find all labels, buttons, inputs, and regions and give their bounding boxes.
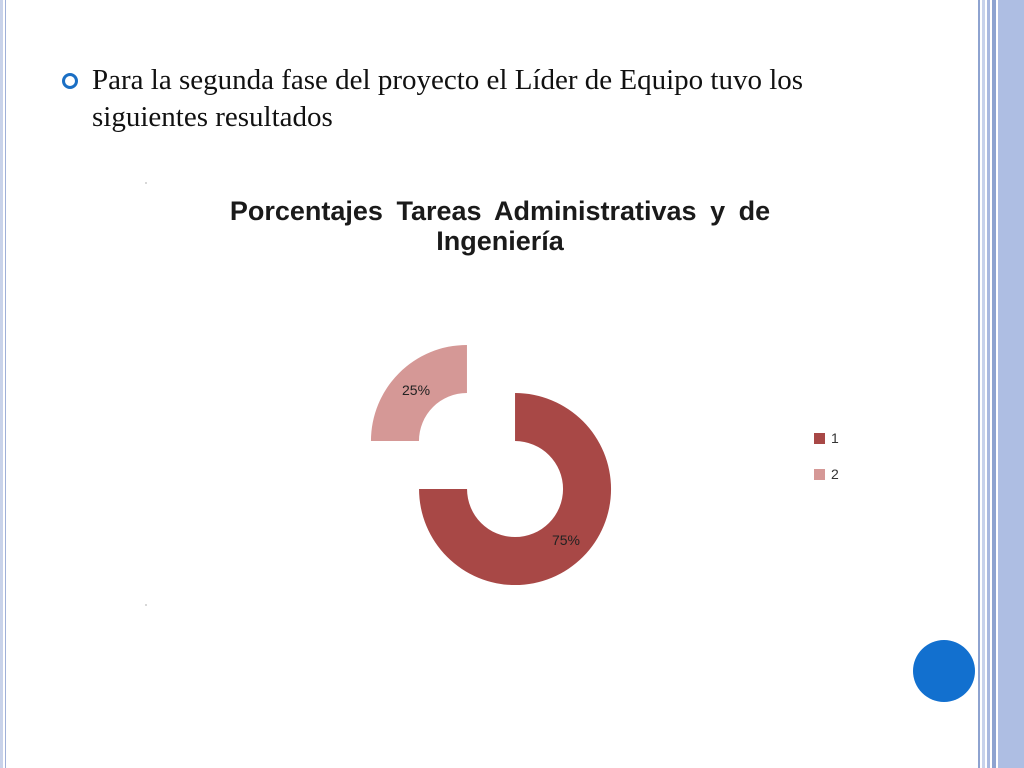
slice-1 bbox=[419, 393, 612, 586]
legend-label-2: 2 bbox=[831, 466, 839, 482]
nav-circle-button[interactable] bbox=[913, 640, 975, 702]
chart-title: Porcentajes Tareas Administrativas y de … bbox=[229, 196, 771, 256]
chart-frame-corner bbox=[145, 182, 147, 184]
data-label-1: 75% bbox=[552, 532, 580, 548]
legend-label-1: 1 bbox=[831, 430, 839, 446]
ring-bullet-icon bbox=[62, 73, 78, 89]
legend-swatch-2 bbox=[814, 468, 825, 480]
slice-2 bbox=[370, 344, 467, 441]
bullet-text: Para la segunda fase del proyecto el Líd… bbox=[92, 64, 804, 133]
data-label-2: 25% bbox=[402, 382, 430, 398]
right-border-decoration bbox=[978, 0, 1024, 768]
legend-item-1: 1 bbox=[814, 420, 839, 456]
chart-legend: 1 2 bbox=[814, 420, 839, 492]
chart-frame-corner bbox=[145, 604, 147, 606]
bullet-item: Para la segunda fase del proyecto el Líd… bbox=[62, 62, 942, 136]
left-border-decoration bbox=[0, 0, 8, 768]
legend-item-2: 2 bbox=[814, 456, 839, 492]
legend-swatch-1 bbox=[814, 432, 825, 444]
